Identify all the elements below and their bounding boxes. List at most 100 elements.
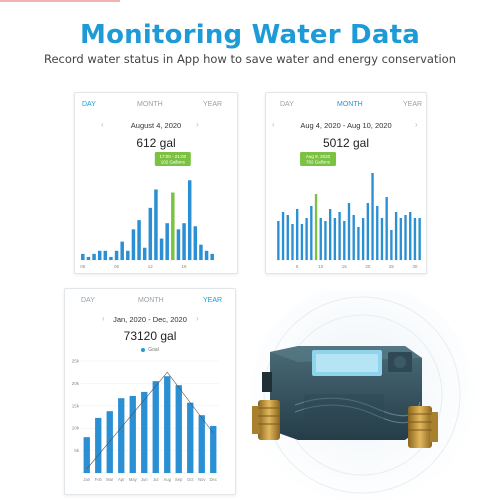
goal-legend: Goal [65,347,235,353]
x-tick-label: 10 [318,264,324,269]
device-body [262,346,422,440]
chart-bar [187,180,192,260]
x-tick-label: Jan [83,477,90,482]
chart-bar [126,250,130,260]
top-border [0,0,500,3]
chevron-left-icon[interactable]: ‹ [272,120,275,129]
chart-bar [120,241,124,260]
date-range: August 4, 2020 [130,121,182,130]
x-tick-label: Sep [175,477,183,482]
tab-day[interactable]: DAY [82,101,96,108]
chart-bar [413,218,417,260]
chart-bar [95,417,102,473]
date-range: Aug 4, 2020 - Aug 10, 2020 [300,121,392,130]
chart-bar [418,218,421,260]
x-tick-label: Dec [210,477,217,482]
chart-bar [394,212,398,260]
chart-bar [277,221,280,260]
chart-bar [376,206,379,260]
chart-bar [333,218,337,260]
chart-bar [182,223,186,260]
tooltip-line2: 102 Gallons [161,160,186,165]
chart-bar [171,192,175,260]
chevron-right-icon[interactable]: › [196,120,199,129]
chart-bar [141,391,148,473]
chart-bar [81,253,85,260]
chart-bar [204,250,209,260]
x-tick-label: Nov [198,477,206,482]
period-tabs: DAY MONTH YEAR [65,297,235,309]
total-usage: 5012 gal [322,136,370,150]
hero-title: Monitoring Water Data [80,20,420,50]
x-tick-label: Jul [153,477,158,482]
chart-bar [343,221,346,260]
tab-day[interactable]: DAY [280,101,294,108]
chart-bar [109,256,113,260]
x-tick-label: Mar [106,477,114,482]
tab-year[interactable]: YEAR [203,297,223,304]
chart-bar [97,250,102,260]
x-tick-label: Jun [141,477,148,482]
tab-month[interactable]: MONTH [137,101,163,108]
x-tick-label: Oct [187,477,194,482]
x-tick-label: 25 [389,264,395,269]
x-tick-label: Feb [95,477,103,482]
chevron-right-icon[interactable]: › [415,120,418,129]
brass-outlet-connector [408,406,438,448]
x-tick-label: 06 [80,264,86,269]
chart-bar [210,253,214,260]
chart-bar [361,218,365,260]
chart-bar [210,425,217,473]
chart-bar [118,398,125,473]
chart-bar [357,227,360,260]
x-tick-label: 06 [114,264,120,269]
chart-bar [175,385,182,473]
chart-bar [347,203,351,260]
chart-bar [92,253,96,260]
total-usage: 73120 gal [123,329,177,343]
chart-bar [198,415,205,473]
x-tick-label: 18 [182,264,188,269]
chart-bar [286,215,289,260]
chart-bar [86,256,91,260]
brass-inlet-connector [252,400,280,440]
y-tick-label: 15k [72,403,80,408]
tooltip-line1: Aug 9, 2020 [306,154,331,159]
y-tick-label: 20k [72,381,80,386]
chart-bar [305,218,308,260]
chart-bar [199,244,203,260]
chevron-left-icon[interactable]: ‹ [101,120,104,129]
chart-bar [314,194,318,260]
chart-bar [300,224,304,260]
chart-bar [310,206,313,260]
chart-bar [114,250,119,260]
chart-bar [409,212,412,260]
goal-legend-label: Goal [148,347,159,353]
chart-bar [152,381,159,473]
chart-bar [154,189,158,260]
chart-bar [159,238,164,260]
chevron-left-icon[interactable]: ‹ [102,314,105,323]
tab-month[interactable]: MONTH [337,101,363,108]
chart-bar [164,376,171,473]
chart-bar [352,215,355,260]
chart-bar [380,218,384,260]
chart-bar [142,247,147,260]
goal-line [86,371,214,470]
chart-bar [165,223,169,260]
tab-month[interactable]: MONTH [138,297,164,304]
chart-bar [137,220,141,260]
y-tick-label: 5k [74,448,80,453]
hero-subtitle: Record water status in App how to save w… [44,52,456,66]
chart-bar [131,229,136,260]
chart-bar [106,411,113,473]
x-tick-label: 15 [342,264,348,269]
tab-year[interactable]: YEAR [203,101,223,108]
chevron-right-icon[interactable]: › [196,314,199,323]
tab-day[interactable]: DAY [81,297,95,304]
chart-bar [324,221,327,260]
tab-year[interactable]: YEAR [403,101,423,108]
chart-tooltip [300,152,337,166]
chart-bar [328,209,332,260]
legend-dot-icon [141,347,146,352]
